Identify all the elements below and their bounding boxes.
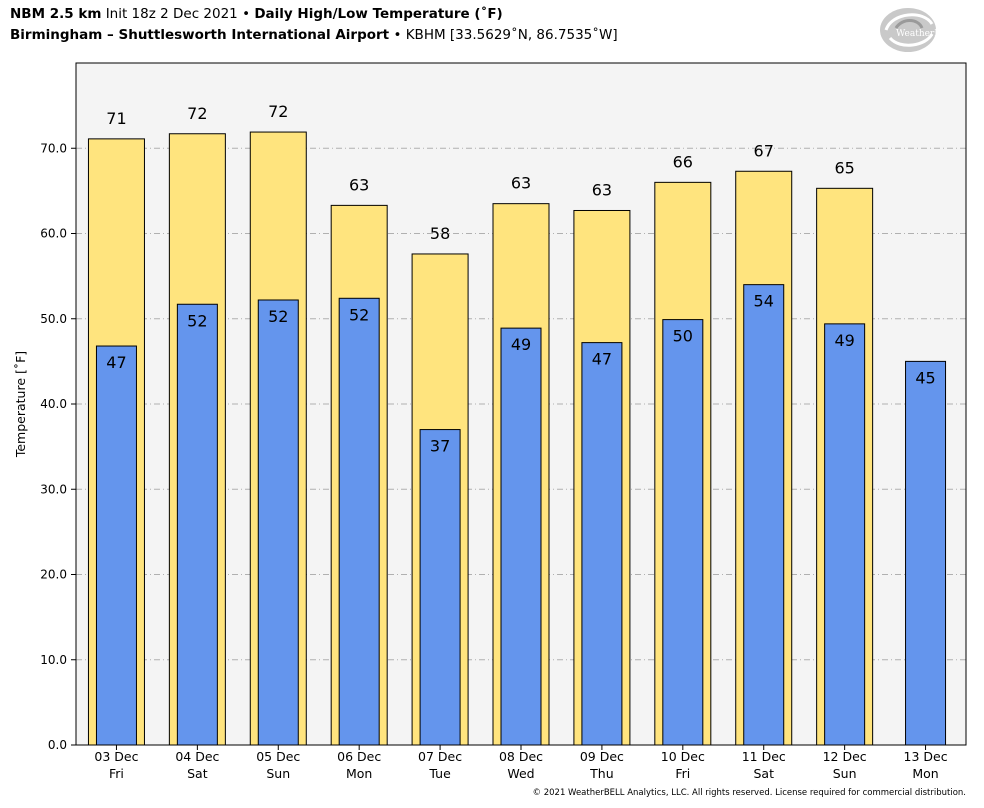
- model-name: NBM 2.5 km: [10, 6, 102, 22]
- product-name: Daily High/Low Temperature (˚F): [254, 6, 503, 22]
- chart-title-line1: NBM 2.5 km Init 18z 2 Dec 2021 • Daily H…: [10, 6, 503, 22]
- x-tick-label-day: Wed: [507, 766, 534, 781]
- low-bar: [662, 319, 704, 746]
- high-value-label: 65: [834, 158, 854, 177]
- low-bar: [905, 360, 947, 746]
- y-tick-label: 20.0: [40, 568, 67, 582]
- x-tick-label-date: 03 Dec: [94, 749, 138, 764]
- high-value-label: 63: [511, 174, 531, 193]
- x-tick-label-date: 05 Dec: [256, 749, 300, 764]
- high-value-label: 72: [268, 102, 288, 121]
- low-bar: [95, 345, 137, 746]
- x-tick-label-day: Sun: [833, 766, 857, 781]
- x-tick-label-date: 13 Dec: [904, 749, 948, 764]
- low-bar: [581, 342, 623, 746]
- high-value-label: 63: [349, 175, 369, 194]
- y-tick-label: 60.0: [40, 227, 67, 241]
- separator: •: [393, 27, 402, 43]
- low-value-label: 52: [349, 305, 369, 324]
- low-value-label: 45: [915, 368, 935, 387]
- x-tick-label-date: 12 Dec: [823, 749, 867, 764]
- low-value-label: 52: [187, 311, 207, 330]
- high-value-label: 72: [187, 104, 207, 123]
- y-tick-label: 40.0: [40, 397, 67, 411]
- low-bar: [419, 429, 461, 746]
- low-bar: [824, 323, 866, 746]
- data-labels: 71 47 72 52 72 52 63 52 58 37 63 49 63 47 66 50 67 54 65 49…: [106, 102, 935, 456]
- low-value-label: 49: [834, 331, 854, 350]
- x-tick-label-day: Sat: [187, 766, 208, 781]
- y-tick-label: 30.0: [40, 482, 67, 496]
- x-tick-label-date: 09 Dec: [580, 749, 624, 764]
- x-tick-label-day: Sat: [753, 766, 774, 781]
- y-axis-label: Temperature [˚F]: [13, 351, 28, 458]
- high-value-label: 67: [754, 141, 774, 160]
- low-value-label: 50: [673, 327, 693, 346]
- low-bar: [500, 327, 542, 746]
- y-tick-label: 50.0: [40, 312, 67, 326]
- x-axis: 03 Dec Fri 04 Dec Sat 05 Dec Sun 06 Dec Mon 07 D…: [94, 745, 948, 781]
- low-bar: [176, 303, 218, 746]
- x-tick-label-date: 06 Dec: [337, 749, 381, 764]
- x-tick-label-day: Fri: [675, 766, 690, 781]
- low-bar: [338, 297, 380, 746]
- x-tick-label-day: Mon: [912, 766, 938, 781]
- x-tick-label-date: 11 Dec: [742, 749, 786, 764]
- x-tick-label-day: Thu: [589, 766, 613, 781]
- init-time: Init 18z 2 Dec 2021: [105, 6, 238, 22]
- y-axis: 0.0 10.0 20.0 30.0 40.0 50.0 60.0 70.0: [40, 141, 76, 752]
- x-tick-label-day: Tue: [428, 766, 451, 781]
- low-value-label: 47: [592, 350, 612, 369]
- low-value-label: 54: [754, 292, 774, 311]
- y-tick-label: 10.0: [40, 653, 67, 667]
- low-temperature-bars: [95, 284, 947, 746]
- high-value-label: 71: [106, 109, 126, 128]
- station-info: KBHM [33.5629˚N, 86.7535˚W]: [405, 27, 618, 43]
- x-tick-label-date: 08 Dec: [499, 749, 543, 764]
- low-bar: [743, 284, 785, 746]
- y-tick-label: 70.0: [40, 141, 67, 155]
- x-tick-label-day: Mon: [346, 766, 372, 781]
- low-value-label: 47: [106, 353, 126, 372]
- x-tick-label-date: 10 Dec: [661, 749, 705, 764]
- high-value-label: 58: [430, 224, 450, 243]
- x-tick-label-date: 04 Dec: [175, 749, 219, 764]
- weatherbell-logo: WeatherBELL: [878, 6, 970, 54]
- low-value-label: 37: [430, 437, 450, 456]
- high-value-label: 66: [673, 152, 693, 171]
- location-name: Birmingham – Shuttlesworth International…: [10, 27, 390, 43]
- x-tick-label-date: 07 Dec: [418, 749, 462, 764]
- low-value-label: 49: [511, 335, 531, 354]
- x-tick-label-day: Fri: [109, 766, 124, 781]
- logo-text: WeatherBELL: [896, 29, 959, 39]
- low-bar: [257, 299, 299, 746]
- low-value-label: 52: [268, 307, 288, 326]
- y-tick-label: 0.0: [48, 738, 67, 752]
- chart-title-line2: Birmingham – Shuttlesworth International…: [10, 27, 618, 43]
- separator: •: [242, 6, 251, 22]
- high-value-label: 63: [592, 180, 612, 199]
- x-tick-label-day: Sun: [266, 766, 290, 781]
- copyright-notice: © 2021 WeatherBELL Analytics, LLC. All r…: [532, 788, 966, 798]
